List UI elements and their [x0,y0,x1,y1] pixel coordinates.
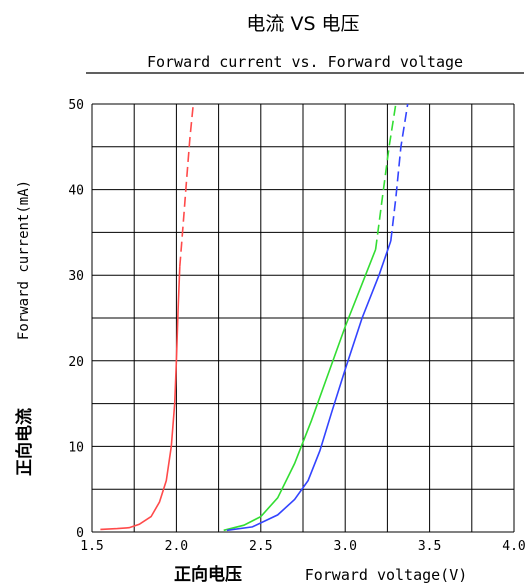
x-axis-label: Forward voltage(V) [305,566,468,584]
series-3-line [226,240,392,532]
y-axis-label: Forward current(mA) [16,180,32,340]
series-2-line [223,249,377,532]
y-tick-label: 30 [68,269,84,284]
x-tick-label: 3.0 [333,539,356,554]
x-axis-label-cn: 正向电压 [174,564,242,585]
x-tick-label: 2.5 [249,539,272,554]
chart-subtitle: Forward current vs. Forward voltage [147,53,463,71]
y-axis-label-cn: 正向电流 [14,408,35,476]
series-1-line [100,266,181,531]
series-2-dashed-line [374,103,397,250]
x-tick-label: 3.5 [418,539,441,554]
plot-grid [91,103,515,533]
x-tick-label: 1.5 [80,539,103,554]
y-tick-label: 20 [68,355,84,370]
tick-labels: 1.5 2.0 2.5 3.0 3.5 4.0 0 10 20 30 40 50 [68,98,525,554]
chart-title: 电流 VS 电压 [246,13,359,35]
x-tick-label: 4.0 [502,539,525,554]
y-tick-label: 0 [76,526,84,541]
series-group [100,103,409,532]
series-1-dashed-line [179,103,195,267]
y-tick-label: 10 [68,440,84,455]
series-3-dashed-line [390,103,409,242]
x-tick-label: 2.0 [165,539,188,554]
y-tick-label: 40 [68,184,84,199]
y-tick-label: 50 [68,98,84,113]
